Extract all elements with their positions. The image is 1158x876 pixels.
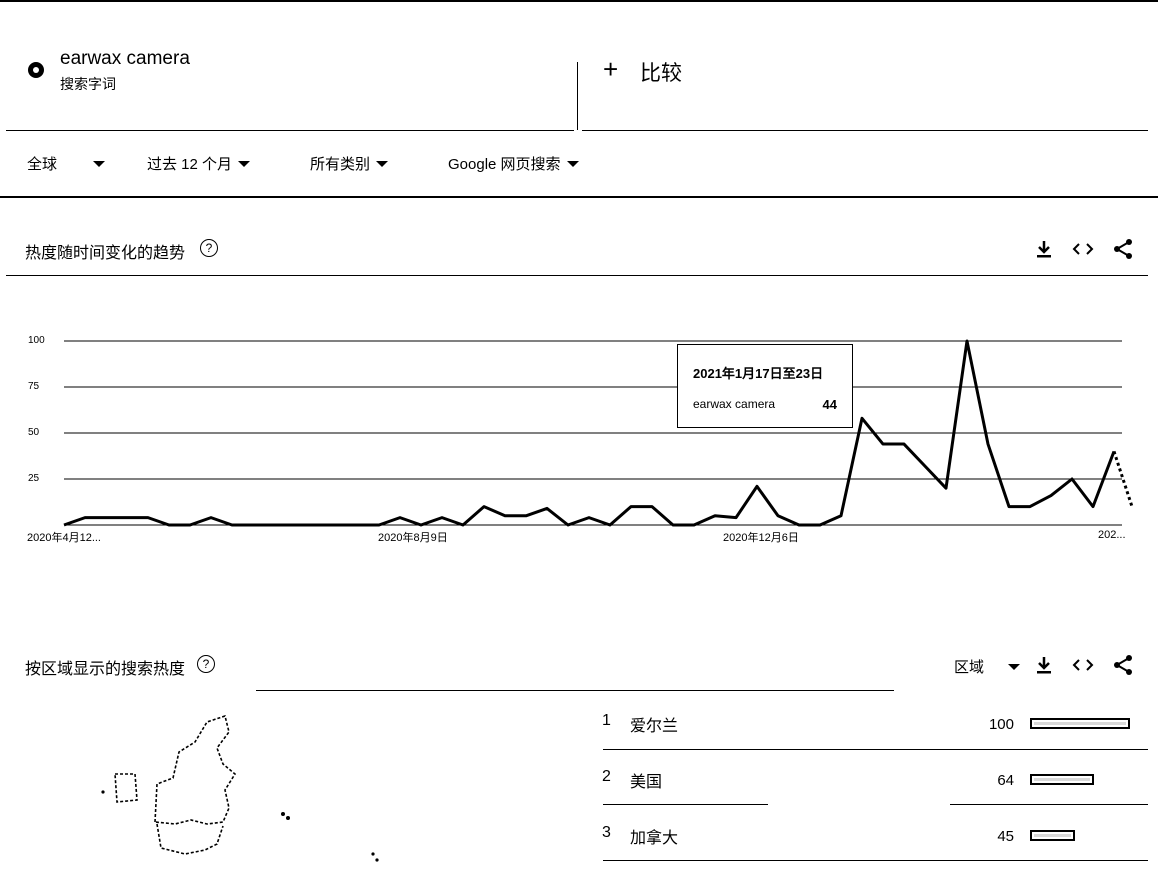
chevron-down-icon: [566, 160, 579, 167]
search-term[interactable]: earwax camera: [60, 48, 190, 69]
region-rank: 2: [602, 768, 611, 785]
chart-tooltip: 2021年1月17日至23日 earwax camera 44: [677, 344, 853, 428]
x-tick-label: 2020年12月6日: [723, 532, 799, 544]
download-icon[interactable]: [1033, 654, 1055, 676]
region-filter[interactable]: 全球: [27, 153, 106, 174]
region-header-divider: [256, 690, 894, 691]
embed-icon[interactable]: [1072, 238, 1094, 260]
time-filter[interactable]: 过去 12 个月: [147, 153, 251, 174]
download-icon[interactable]: [1033, 238, 1055, 260]
embed-icon[interactable]: [1072, 654, 1094, 676]
y-tick-label: 50: [28, 427, 40, 438]
region-bar: [1030, 718, 1130, 729]
region-rank: 3: [602, 824, 611, 841]
granularity-label: 区域: [954, 659, 985, 676]
x-tick-label: 2020年4月12...: [27, 532, 101, 544]
compare-label: 比较: [640, 62, 682, 85]
region-section-title: 按区域显示的搜索热度: [25, 661, 186, 678]
property-filter-label: Google 网页搜索: [448, 156, 561, 173]
region-filter-label: 全球: [27, 156, 58, 173]
region-rank: 1: [602, 712, 611, 729]
row-divider: [950, 804, 1148, 805]
property-filter[interactable]: Google 网页搜索: [448, 153, 579, 174]
chevron-down-icon: [93, 160, 106, 167]
region-value: 64: [997, 772, 1014, 789]
region-row[interactable]: 1 爱尔兰 100: [600, 700, 1148, 750]
filter-divider: [0, 196, 1158, 198]
trend-section-title: 热度随时间变化的趋势: [25, 245, 186, 262]
category-filter[interactable]: 所有类别: [310, 153, 389, 174]
series-line: [63, 339, 1116, 527]
term-color-icon: [28, 62, 44, 78]
chevron-down-icon: [1008, 663, 1021, 670]
series-partial-line: [1112, 450, 1134, 508]
share-icon[interactable]: [1112, 238, 1134, 260]
region-name: 加拿大: [630, 830, 679, 847]
tooltip-date: 2021年1月17日至23日: [693, 366, 824, 381]
compare-button[interactable]: + 比较: [585, 30, 1145, 120]
region-row[interactable]: 3 加拿大 45: [600, 812, 1148, 862]
region-row[interactable]: 2 美国 64: [600, 756, 1148, 806]
search-term-card[interactable]: earwax camera 搜索字词: [0, 2, 575, 132]
chevron-down-icon: [376, 160, 389, 167]
x-tick-label: 202...: [1098, 529, 1126, 541]
region-map[interactable]: [95, 712, 395, 876]
plus-icon: +: [603, 54, 619, 84]
time-filter-label: 过去 12 个月: [147, 156, 233, 173]
help-icon[interactable]: ?: [200, 239, 218, 257]
search-term-type: 搜索字词: [60, 76, 116, 92]
x-tick-label: 2020年8月9日: [378, 532, 448, 544]
search-divider: [577, 62, 578, 130]
compare-underline: [582, 130, 1148, 131]
tooltip-term: earwax camera: [693, 397, 776, 411]
y-tick-label: 75: [28, 381, 40, 392]
trend-header-divider: [6, 275, 1148, 276]
granularity-select[interactable]: 区域: [954, 656, 1021, 677]
y-tick-label: 100: [28, 335, 45, 346]
region-value: 45: [997, 828, 1014, 845]
chevron-down-icon: [238, 160, 251, 167]
region-value: 100: [988, 716, 1014, 733]
region-bar: [1030, 830, 1075, 841]
y-tick-label: 25: [28, 473, 40, 484]
share-icon[interactable]: [1112, 654, 1134, 676]
region-bar: [1030, 774, 1094, 785]
category-filter-label: 所有类别: [310, 156, 371, 173]
region-name: 美国: [630, 774, 663, 791]
trend-chart[interactable]: [0, 320, 1158, 540]
row-divider: [603, 860, 1148, 861]
search-underline: [6, 130, 574, 131]
row-divider: [603, 749, 1148, 750]
row-divider: [603, 804, 768, 805]
help-icon[interactable]: ?: [197, 655, 215, 673]
region-name: 爱尔兰: [630, 718, 679, 735]
top-border: [0, 0, 1158, 2]
tooltip-value: 44: [822, 397, 837, 412]
